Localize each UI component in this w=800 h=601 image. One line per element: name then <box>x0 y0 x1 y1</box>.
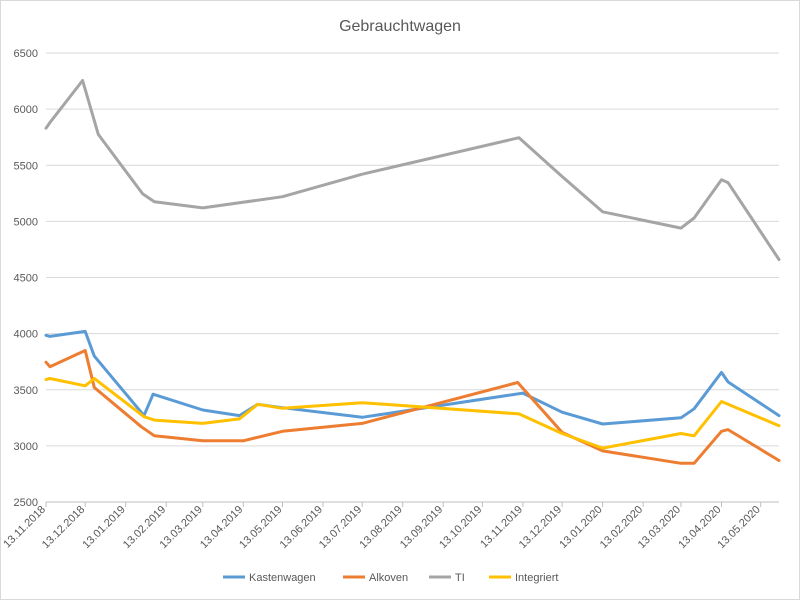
legend-item: Integriert <box>489 572 558 584</box>
y-tick-label: 6500 <box>14 48 38 60</box>
series-line-ti <box>44 79 781 261</box>
legend-label: Alkoven <box>369 572 408 584</box>
legend-item: Alkoven <box>343 572 408 584</box>
legend-item: Kastenwagen <box>223 572 316 584</box>
x-tick-label: 13.01.2019 <box>80 504 127 551</box>
x-tick-label: 13.08.2019 <box>357 504 404 551</box>
x-tick-label: 13.07.2019 <box>317 504 364 551</box>
series-line-integriert <box>44 377 781 450</box>
chart-title: Gebrauchtwagen <box>339 18 461 35</box>
y-tick-label: 5500 <box>14 160 38 172</box>
legend-item: TI <box>429 572 465 584</box>
x-tick-label: 13.01.2020 <box>557 504 604 551</box>
y-tick-label: 6000 <box>14 104 38 116</box>
legend-label: Integriert <box>515 572 558 584</box>
x-tick-label: 13.05.2019 <box>237 504 284 551</box>
y-tick-label: 5000 <box>14 216 38 228</box>
y-tick-label: 4000 <box>14 329 38 341</box>
y-tick-label: 2500 <box>14 497 38 509</box>
legend-label: TI <box>455 572 465 584</box>
legend-label: Kastenwagen <box>249 572 316 584</box>
x-tick-label: 13.12.2018 <box>40 504 87 551</box>
y-tick-label: 4500 <box>14 273 38 285</box>
y-tick-label: 3500 <box>14 385 38 397</box>
x-tick-label: 13.12.2019 <box>517 504 564 551</box>
x-tick-label: 13.10.2019 <box>437 504 484 551</box>
x-tick-label: 13.05.2020 <box>715 504 762 551</box>
y-tick-label: 3000 <box>14 441 38 453</box>
